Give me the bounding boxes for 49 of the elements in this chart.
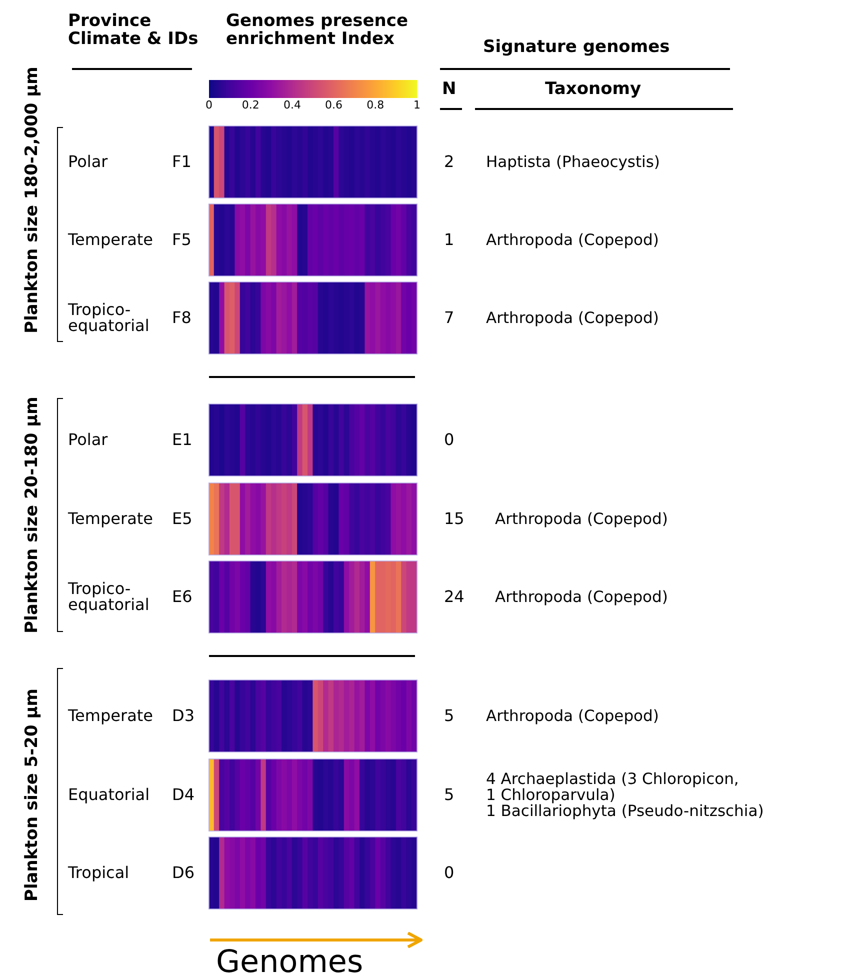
y-tick-label: Tropico- equatorial (68, 299, 150, 337)
text: 7 (444, 307, 454, 329)
text: Arthropoda (Copepod) (495, 587, 668, 608)
text: 0 (444, 429, 454, 451)
y-tick-label: Temperate (68, 508, 153, 530)
y2-tick-label: E5 (172, 508, 192, 530)
y2-tick-label: D4 (172, 784, 194, 806)
color-bar-label: 1 (414, 98, 420, 112)
y-tick-label: Tropical (68, 862, 130, 884)
y2-tick-label: E1 (172, 429, 192, 451)
y-tick-label: Tropico- equatorial (68, 578, 150, 616)
text: Haptista (Phaeocystis) (486, 152, 660, 173)
text: Arthropoda (Copepod) (486, 230, 659, 251)
y-tick-label: Equatorial (68, 784, 150, 806)
y-tick-label: Temperate (68, 705, 153, 727)
color-bar-title: Genomes presence enrichment Index (226, 11, 409, 49)
text: 24 (444, 586, 464, 608)
y-tick-label: Temperate (68, 229, 153, 251)
text: 15 (444, 508, 464, 530)
text: N (442, 79, 456, 99)
y-tick-label: Polar (68, 429, 108, 451)
y2-tick-label: F1 (172, 151, 192, 173)
text: Signature genomes (483, 37, 670, 57)
text: 5 (444, 784, 454, 806)
text: Plankton size 20-180 µm (22, 396, 42, 636)
y2-tick-label: D6 (172, 862, 194, 884)
text: Plankton size 180-2,000 µm (22, 66, 42, 336)
text: 1 (444, 229, 454, 251)
color-bar-label: 0 (206, 98, 212, 112)
x-axis-title: Genomes (216, 944, 364, 980)
text: 4 Archaeplastida (3 Chloropicon, 1 Chloroparvula) 1 Bacillariophyta (Pseudo-nitzschia) (486, 769, 764, 822)
y2-tick-label: F8 (172, 307, 192, 329)
y2-tick-label: F5 (172, 229, 192, 251)
y2-tick-label: D3 (172, 705, 194, 727)
text: 5 (444, 705, 454, 727)
text: 0 (444, 862, 454, 884)
color-bar-label: 0.6 (325, 98, 343, 112)
y-tick-label: Polar (68, 151, 108, 173)
text: Arthropoda (Copepod) (495, 509, 668, 530)
text: Taxonomy (545, 79, 642, 99)
text: 2 (444, 151, 454, 173)
text: Plankton size 5-20 µm (22, 688, 42, 902)
color-bar-label: 0.8 (366, 98, 384, 112)
color-bar-label: 0.2 (242, 98, 260, 112)
text: Arthropoda (Copepod) (486, 308, 659, 329)
y2-tick-label: E6 (172, 586, 192, 608)
text: Province Climate & IDs (68, 11, 200, 49)
text: Arthropoda (Copepod) (486, 706, 659, 727)
color-bar-label: 0.4 (283, 98, 301, 112)
